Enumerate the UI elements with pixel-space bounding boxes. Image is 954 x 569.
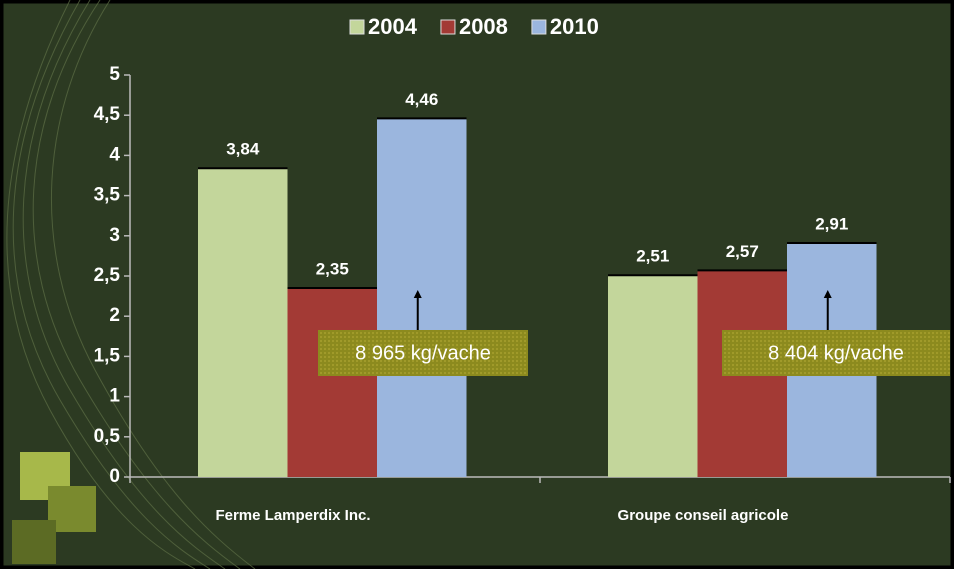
y-tick-label: 2,5	[94, 265, 121, 286]
legend-swatch	[349, 19, 365, 35]
y-tick-label: 4	[109, 144, 120, 165]
value-label: 3,84	[226, 140, 260, 159]
decoration-swirl	[6, 0, 256, 569]
value-label: 2,35	[316, 260, 349, 279]
legend-swatch	[440, 19, 456, 35]
decoration-square	[12, 520, 56, 564]
annotation: 8 965 kg/vache	[355, 342, 491, 364]
annotation-arrowhead	[413, 290, 422, 298]
y-tick-label: 5	[109, 64, 120, 85]
annotation: 8 404 kg/vache	[768, 342, 904, 364]
value-label: 2,91	[815, 215, 848, 234]
y-tick-label: 0,5	[94, 426, 121, 447]
annotation-box	[318, 330, 528, 376]
legend-swatch	[531, 19, 547, 35]
bar	[287, 288, 377, 477]
bar	[377, 118, 467, 477]
legend-label: 2008	[459, 14, 508, 39]
x-tick-label: Groupe conseil agricole	[618, 507, 789, 524]
annotation-box	[722, 330, 950, 376]
y-tick-label: 0	[109, 466, 120, 487]
legend-label: 2004	[368, 14, 418, 39]
legend-label: 2010	[550, 14, 599, 39]
annotation-arrowhead	[823, 290, 832, 298]
x-tick-label: Ferme Lamperdix Inc.	[215, 507, 370, 524]
y-tick-label: 3,5	[94, 185, 121, 206]
y-tick-label: 2	[109, 305, 120, 326]
y-tick-label: 4,5	[94, 104, 121, 125]
value-label: 4,46	[405, 90, 438, 109]
y-tick-label: 1,5	[94, 345, 121, 366]
bar	[608, 275, 698, 477]
value-label: 2,51	[636, 247, 669, 266]
value-label: 2,57	[726, 242, 759, 261]
y-tick-label: 1	[109, 386, 120, 407]
bar	[198, 168, 288, 477]
y-tick-label: 3	[109, 225, 120, 246]
